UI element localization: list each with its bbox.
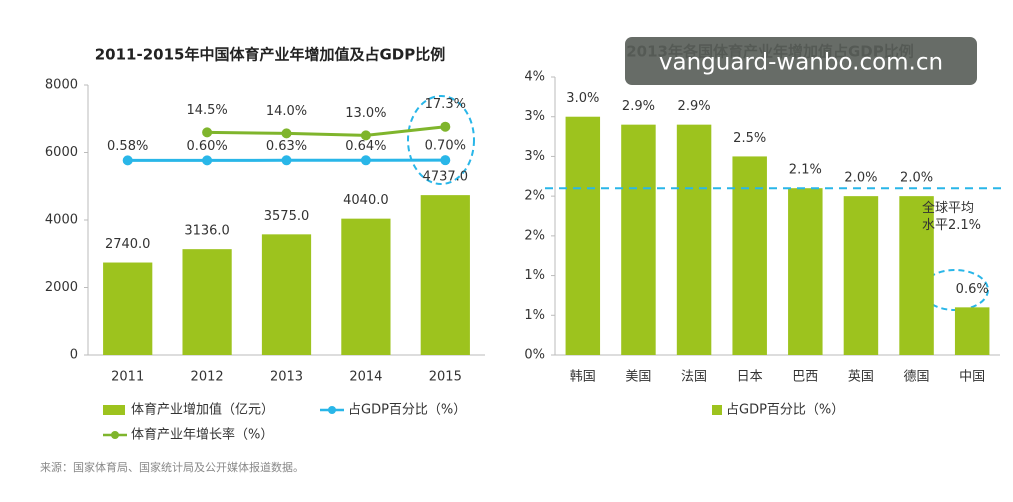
x-tick-label: 2014 (349, 370, 382, 385)
y-tick-label: 3% (524, 149, 545, 164)
legend-swatch (712, 405, 722, 415)
y-tick-label: 2% (524, 228, 545, 243)
line-point (360, 130, 371, 141)
x-tick-label: 韩国 (570, 370, 596, 385)
bar-value-label: 4737.0 (423, 170, 469, 185)
point-value-label: 14.5% (186, 103, 227, 118)
point-value-label: 0.63% (266, 139, 307, 154)
bar-value-label: 2.5% (733, 131, 766, 146)
bar-value-label: 3136.0 (184, 224, 230, 239)
bar-value-label: 2.1% (789, 163, 822, 178)
point-value-label: 14.0% (266, 104, 307, 119)
x-tick-label: 日本 (737, 370, 763, 385)
line-point (440, 121, 451, 132)
x-tick-label: 2011 (111, 370, 144, 385)
y-tick-label: 1% (524, 268, 545, 283)
point-value-label: 0.64% (345, 139, 386, 154)
bar-value-label: 2.0% (844, 171, 877, 186)
watermark-box (625, 37, 977, 85)
line-point (202, 127, 213, 138)
x-tick-label: 2012 (191, 370, 224, 385)
bar (420, 195, 470, 355)
legend-label: 占GDP百分比（%） (726, 403, 844, 418)
point-value-label: 17.3% (425, 97, 466, 112)
bar-value-label: 4040.0 (343, 193, 389, 208)
bar-value-label: 2.0% (900, 171, 933, 186)
bar-value-label: 0.6% (956, 282, 989, 297)
bar (565, 116, 601, 355)
line-point (281, 155, 292, 166)
bar-value-label: 2740.0 (105, 237, 151, 252)
bar (103, 262, 153, 355)
line-point (281, 128, 292, 139)
y-tick-label: 0 (70, 348, 78, 363)
x-tick-label: 中国 (959, 370, 985, 385)
bar-value-label: 2.9% (678, 99, 711, 114)
point-value-label: 0.70% (425, 139, 466, 154)
legend-label: 体育产业增加值（亿元） (131, 402, 274, 418)
point-value-label: 0.60% (186, 139, 227, 154)
bar-value-label: 3.0% (566, 91, 599, 106)
bar (676, 124, 712, 356)
bar (899, 196, 934, 355)
x-tick-label: 巴西 (792, 370, 818, 385)
x-tick-label: 美国 (625, 370, 651, 385)
y-tick-label: 8000 (45, 78, 78, 93)
bar (788, 188, 823, 355)
bar-value-label: 2.9% (622, 99, 655, 114)
bar (843, 196, 879, 355)
line-point (440, 155, 451, 166)
x-tick-label: 2013 (270, 370, 303, 385)
point-value-label: 0.58% (107, 139, 148, 154)
bar-value-label: 3575.0 (264, 209, 310, 224)
x-tick-label: 英国 (848, 370, 874, 385)
x-tick-label: 法国 (681, 370, 707, 385)
bar (182, 249, 232, 355)
highlight-ellipse (407, 95, 475, 185)
reference-label: 全球平均水平2.1% (922, 201, 982, 234)
y-tick-label: 1% (524, 308, 545, 323)
bar (954, 307, 990, 355)
line-point (360, 155, 371, 166)
legend-swatch (111, 431, 119, 439)
bar (261, 234, 312, 355)
watermark: vanguard-wanbo.com.cn (659, 50, 943, 76)
source-note: 来源：国家体育局、国家统计局及公开媒体报道数据。 (40, 460, 304, 474)
y-tick-label: 4% (524, 70, 545, 85)
bar (621, 124, 656, 356)
bar (732, 156, 767, 355)
line-point (202, 155, 213, 166)
legend-label: 体育产业年增长率（%） (131, 427, 273, 443)
y-tick-label: 2000 (45, 280, 78, 295)
legend-swatch (103, 405, 125, 415)
chart-title: 2011-2015年中国体育产业年增加值及占GDP比例 (95, 46, 445, 64)
legend-label: 占GDP百分比（%） (348, 403, 466, 418)
y-tick-label: 6000 (45, 145, 78, 160)
y-tick-label: 4000 (45, 213, 78, 228)
y-tick-label: 2% (524, 189, 545, 204)
line-point (122, 155, 133, 166)
y-tick-label: 0% (524, 348, 545, 363)
point-value-label: 13.0% (345, 106, 386, 121)
legend-swatch (328, 406, 336, 414)
bar (341, 218, 391, 355)
line (207, 125, 446, 137)
y-tick-label: 3% (524, 109, 545, 124)
x-tick-label: 德国 (904, 370, 930, 385)
x-tick-label: 2015 (429, 370, 462, 385)
